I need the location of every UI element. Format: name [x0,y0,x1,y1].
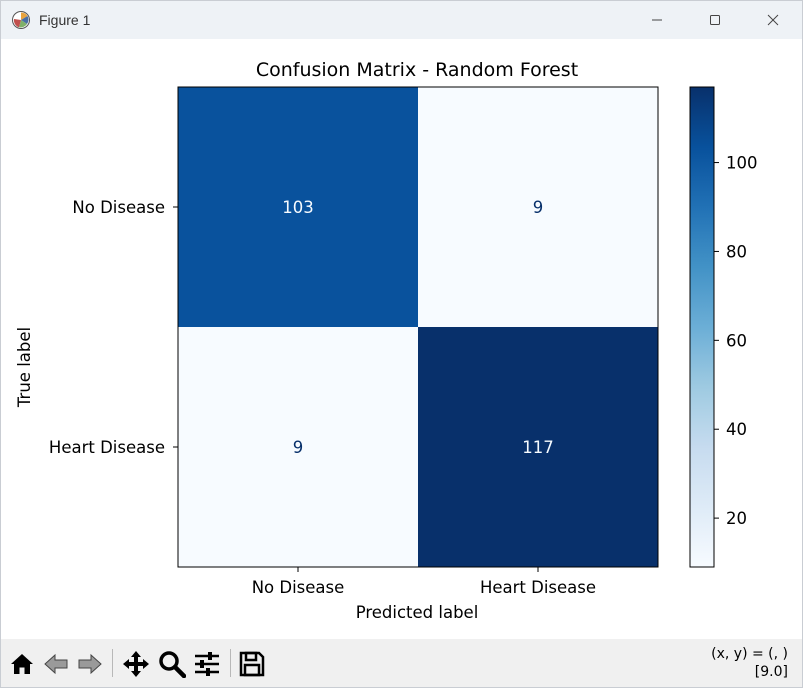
matplotlib-logo-icon [11,10,31,30]
back-icon [44,653,68,675]
colorbar-tick-label: 20 [726,509,747,528]
forward-icon [78,653,102,675]
title-bar: Figure 1 [1,1,802,39]
x-tick-label: No Disease [252,578,345,597]
colorbar-tick-label: 100 [726,154,758,173]
cell-value-label: 9 [293,438,304,457]
close-icon [767,14,779,26]
minimize-icon [652,19,662,21]
coords-readout: (x, y) = (, ) [711,646,788,662]
figure-canvas[interactable]: Confusion Matrix - Random Forest 103 9 9 11… [1,39,802,639]
cursor-coordinates: (x, y) = (, ) [9.0] [711,645,788,681]
maximize-button[interactable] [686,1,744,39]
confusion-matrix-chart: Confusion Matrix - Random Forest 103 9 9 11… [15,59,758,622]
heatmap-cell [418,87,658,327]
colorbar-tick-label: 80 [726,242,747,261]
y-tick-label: Heart Disease [49,438,165,457]
close-button[interactable] [744,1,802,39]
save-button[interactable] [237,649,267,679]
heatmap-cell [178,87,418,327]
configure-subplots-button[interactable] [192,649,222,679]
y-tick-label: No Disease [72,198,165,217]
maximize-icon [710,15,720,25]
forward-button[interactable] [75,649,105,679]
axes-frame [177,86,659,568]
coords-value: [9.0] [754,664,788,680]
window-title: Figure 1 [39,12,91,28]
y-axis-label: True label [15,327,34,408]
toolbar-separator [112,649,113,677]
navigation-toolbar: (x, y) = (, ) [9.0] [1,639,802,687]
home-icon [11,654,33,674]
home-button[interactable] [7,649,37,679]
toolbar-separator [230,649,231,677]
zoom-button[interactable] [157,649,187,679]
x-tick-label: Heart Disease [480,578,596,597]
x-axis-label: Predicted label [356,603,479,622]
colorbar-tick-label: 40 [726,420,747,439]
colorbar-tick-label: 60 [726,331,747,350]
pan-icon [123,651,149,677]
colorbar [689,86,715,568]
chart-title: Confusion Matrix - Random Forest [256,59,578,81]
zoom-icon [159,651,186,678]
configure-subplots-icon [195,652,219,676]
minimize-button[interactable] [628,1,686,39]
cell-value-label: 117 [522,438,554,457]
heatmap-cell [178,327,418,567]
back-button[interactable] [41,649,71,679]
heatmap-cell [418,327,658,567]
cell-value-label: 103 [282,198,314,217]
pan-button[interactable] [121,649,151,679]
save-icon [239,651,265,677]
cell-value-label: 9 [533,198,544,217]
